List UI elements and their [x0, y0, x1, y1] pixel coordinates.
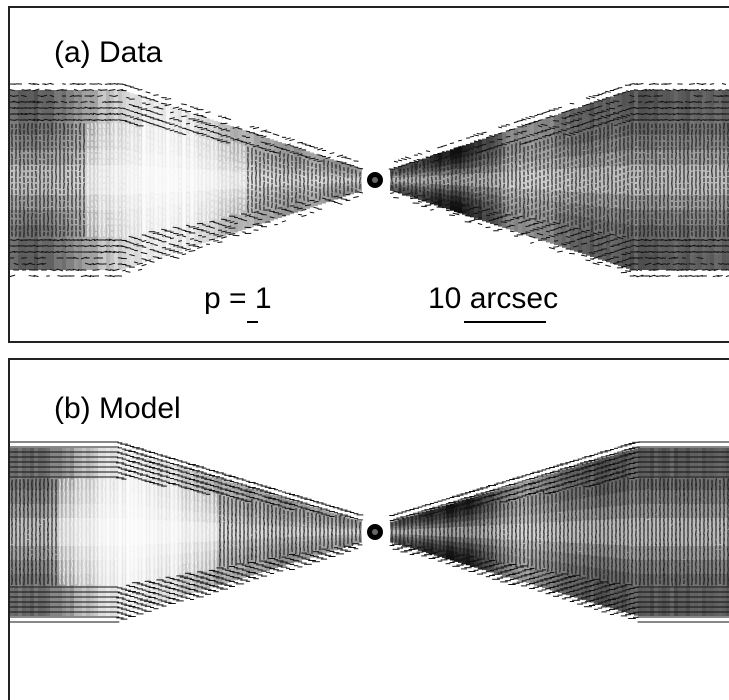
panel-label-data: (a) Data — [54, 36, 163, 69]
panel-data: (a) Data p = 1 10 arcsec — [8, 6, 729, 343]
polarization-scale-label: p = 1 — [204, 282, 272, 315]
angular-scale-bar — [464, 321, 546, 323]
polarization-map-data — [10, 82, 729, 278]
polarization-map-model — [10, 441, 729, 623]
angular-scale-label: 10 arcsec — [428, 282, 559, 315]
panel-model: (b) Model — [8, 358, 729, 700]
panel-label-model: (b) Model — [54, 392, 181, 425]
polarization-scale-bar — [247, 321, 258, 323]
